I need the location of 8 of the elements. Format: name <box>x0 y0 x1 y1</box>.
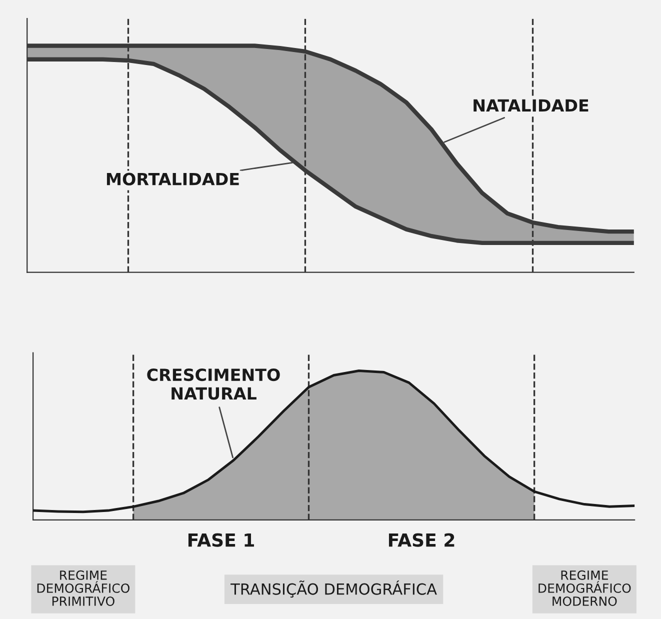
text: REGIME DEMOGRÁFICO PRIMITIVO <box>37 570 130 606</box>
text: TRANSIÇÃO DEMOGRÁFICA <box>230 580 437 598</box>
text: REGIME DEMOGRÁFICO MODERNO <box>538 570 631 606</box>
series-label: CRESCIMENTO NATURAL <box>147 368 280 400</box>
text: FASE 1 <box>188 533 254 547</box>
text: NATALIDADE <box>474 99 588 112</box>
text: MORTALIDADE <box>106 172 239 186</box>
text: FASE 2 <box>388 533 454 547</box>
